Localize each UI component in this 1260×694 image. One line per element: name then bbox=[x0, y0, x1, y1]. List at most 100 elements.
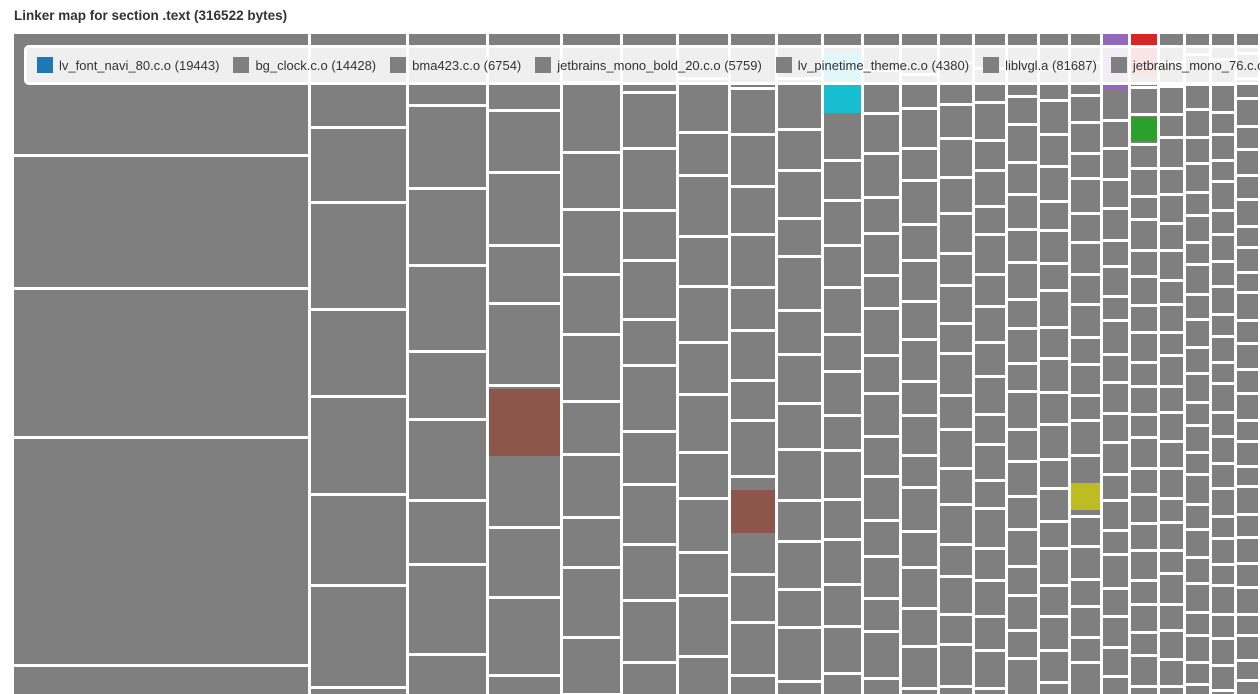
treemap-block[interactable] bbox=[489, 677, 560, 694]
treemap-block[interactable] bbox=[563, 336, 620, 400]
treemap-block[interactable] bbox=[1186, 375, 1209, 401]
treemap-block[interactable] bbox=[1131, 388, 1157, 413]
treemap-block[interactable] bbox=[778, 80, 821, 128]
treemap-block[interactable] bbox=[1008, 431, 1037, 460]
treemap-block[interactable] bbox=[902, 457, 937, 486]
treemap-block[interactable] bbox=[1131, 252, 1157, 275]
treemap-block[interactable] bbox=[902, 341, 937, 380]
treemap-block[interactable] bbox=[1186, 165, 1209, 191]
treemap-block[interactable] bbox=[1040, 394, 1068, 423]
treemap-block[interactable] bbox=[1237, 395, 1258, 419]
treemap-block[interactable] bbox=[409, 267, 486, 350]
treemap-block[interactable] bbox=[1103, 384, 1128, 412]
treemap-block[interactable] bbox=[1186, 194, 1209, 214]
treemap-block[interactable] bbox=[1160, 414, 1183, 440]
treemap-block[interactable] bbox=[778, 543, 821, 588]
treemap-block[interactable] bbox=[1103, 150, 1128, 178]
treemap-block[interactable] bbox=[1160, 500, 1183, 521]
treemap-block[interactable] bbox=[824, 628, 861, 672]
treemap-block[interactable] bbox=[1212, 263, 1234, 285]
treemap-block[interactable] bbox=[975, 276, 1005, 305]
treemap-block[interactable] bbox=[1008, 196, 1037, 228]
treemap-block[interactable] bbox=[1237, 616, 1258, 634]
treemap-block[interactable] bbox=[1160, 575, 1183, 603]
treemap-block[interactable] bbox=[1186, 637, 1209, 661]
treemap-block[interactable] bbox=[1212, 183, 1234, 209]
treemap-block[interactable] bbox=[1131, 89, 1157, 113]
treemap-block[interactable] bbox=[409, 502, 486, 563]
treemap-block[interactable] bbox=[864, 357, 899, 392]
treemap-block[interactable] bbox=[1131, 307, 1157, 331]
treemap-block[interactable] bbox=[409, 190, 486, 264]
treemap-block[interactable] bbox=[1071, 639, 1100, 661]
treemap-block[interactable] bbox=[623, 486, 676, 543]
treemap-block[interactable] bbox=[1212, 162, 1234, 180]
treemap-block[interactable] bbox=[1160, 357, 1183, 385]
treemap-block[interactable] bbox=[1040, 587, 1068, 615]
treemap-block[interactable] bbox=[864, 395, 899, 435]
treemap-block[interactable] bbox=[1131, 634, 1157, 654]
treemap-block[interactable] bbox=[731, 289, 775, 329]
treemap-block[interactable] bbox=[1212, 667, 1234, 689]
treemap-block[interactable] bbox=[902, 569, 937, 607]
treemap-block[interactable] bbox=[902, 150, 937, 179]
treemap-block[interactable] bbox=[975, 208, 1005, 233]
treemap-block[interactable] bbox=[1186, 217, 1209, 241]
treemap-block[interactable] bbox=[1186, 427, 1209, 451]
treemap-block[interactable] bbox=[1212, 540, 1234, 563]
treemap-block[interactable] bbox=[731, 576, 775, 621]
treemap-block[interactable] bbox=[1071, 366, 1100, 394]
treemap-block[interactable] bbox=[1008, 301, 1037, 327]
treemap-block[interactable] bbox=[1040, 168, 1068, 200]
treemap-block[interactable] bbox=[1008, 531, 1037, 565]
treemap-block[interactable] bbox=[1040, 360, 1068, 391]
treemap-block[interactable] bbox=[864, 558, 899, 597]
treemap-block[interactable] bbox=[14, 439, 308, 664]
treemap-block[interactable] bbox=[1040, 461, 1068, 487]
treemap-block[interactable] bbox=[1008, 330, 1037, 362]
treemap-block[interactable] bbox=[940, 546, 972, 575]
treemap-block[interactable] bbox=[1212, 518, 1234, 537]
treemap-block[interactable] bbox=[679, 554, 728, 594]
treemap-block[interactable] bbox=[902, 533, 937, 566]
treemap-block[interactable] bbox=[1071, 244, 1100, 273]
treemap-block[interactable] bbox=[679, 500, 728, 551]
treemap-block[interactable] bbox=[940, 325, 972, 352]
treemap-block[interactable] bbox=[1212, 338, 1234, 361]
treemap-block[interactable] bbox=[778, 683, 821, 694]
treemap-block[interactable] bbox=[902, 226, 937, 259]
treemap-block[interactable] bbox=[940, 616, 972, 643]
treemap-block[interactable] bbox=[864, 633, 899, 677]
treemap-block[interactable] bbox=[563, 211, 620, 273]
treemap-block[interactable] bbox=[1160, 443, 1183, 467]
treemap-block[interactable] bbox=[864, 155, 899, 196]
treemap-block[interactable] bbox=[1237, 371, 1258, 392]
treemap-block[interactable] bbox=[1040, 684, 1068, 694]
treemap-block[interactable] bbox=[1103, 181, 1128, 207]
treemap-block[interactable] bbox=[864, 199, 899, 232]
treemap-block[interactable] bbox=[1008, 365, 1037, 390]
treemap-block[interactable] bbox=[623, 433, 676, 483]
treemap-block[interactable] bbox=[824, 113, 861, 159]
treemap-block[interactable] bbox=[1160, 688, 1183, 694]
treemap-block[interactable] bbox=[1237, 682, 1258, 694]
treemap-block[interactable] bbox=[679, 238, 728, 285]
treemap-block[interactable] bbox=[1103, 678, 1128, 694]
treemap-block[interactable] bbox=[1103, 590, 1128, 615]
treemap-block[interactable] bbox=[1131, 416, 1157, 436]
treemap-block[interactable] bbox=[824, 162, 861, 199]
treemap-block[interactable] bbox=[1040, 426, 1068, 458]
treemap-block[interactable] bbox=[1160, 116, 1183, 136]
treemap-block[interactable] bbox=[824, 247, 861, 286]
treemap-block[interactable] bbox=[824, 202, 861, 244]
treemap-block[interactable] bbox=[1008, 463, 1037, 495]
treemap-block[interactable] bbox=[623, 602, 676, 661]
treemap-block[interactable] bbox=[1237, 637, 1258, 659]
treemap-block[interactable] bbox=[902, 383, 937, 414]
treemap-block[interactable] bbox=[1131, 278, 1157, 304]
treemap-block[interactable] bbox=[778, 312, 821, 353]
treemap-block[interactable] bbox=[1040, 203, 1068, 229]
treemap-block[interactable] bbox=[623, 664, 676, 694]
treemap-block[interactable] bbox=[731, 90, 775, 133]
treemap-block[interactable] bbox=[731, 236, 775, 286]
